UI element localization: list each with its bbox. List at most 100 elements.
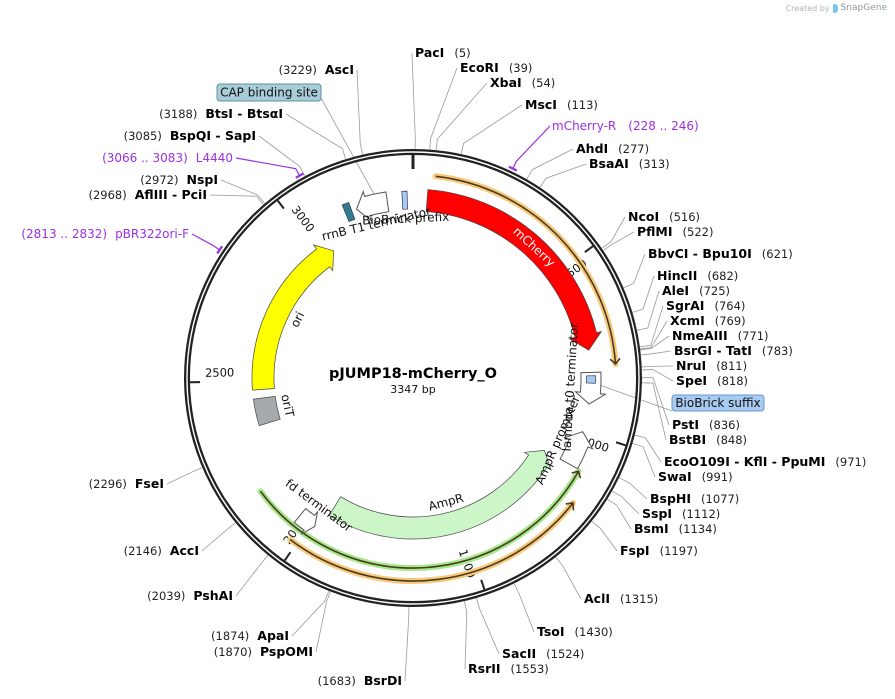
- enzyme-name: MscI: [525, 97, 557, 112]
- enzyme-site[interactable]: EcoO109I - KflI - PpuMI (971): [664, 454, 866, 469]
- enzyme-position: (39): [509, 61, 533, 75]
- box-label-text: BioBrick suffix: [675, 396, 760, 410]
- enzyme-site[interactable]: (2146) AccI: [124, 543, 199, 558]
- enzyme-site[interactable]: (3188) BtsI - BtsαI: [159, 106, 283, 121]
- enzyme-site[interactable]: (1874) ApaI: [211, 628, 289, 643]
- enzyme-site[interactable]: AleI (725): [662, 283, 730, 298]
- enzyme-site[interactable]: BspHI (1077): [650, 491, 739, 506]
- boxed-labels[interactable]: CAP binding site BioBrick suffix: [216, 83, 765, 412]
- enzyme-position: (1874): [211, 629, 249, 643]
- enzyme-site[interactable]: RsrII (1553): [468, 661, 549, 676]
- enzyme-site[interactable]: NruI (811): [676, 358, 747, 373]
- snapgene-logo-icon: [832, 3, 838, 13]
- credit-prefix: Created by: [785, 3, 830, 13]
- enzyme-site[interactable]: EcoRI (39): [460, 60, 532, 75]
- leader-line: [555, 556, 582, 600]
- feature-ori[interactable]: [251, 244, 334, 391]
- enzyme-site[interactable]: XcmI (769): [670, 313, 746, 328]
- enzyme-position: (522): [683, 225, 714, 239]
- primer-pbr322ori-f[interactable]: (2813 .. 2832) pBR322ori-F: [21, 227, 189, 241]
- feature-mcherry[interactable]: [425, 189, 603, 351]
- leader-line: [634, 434, 662, 463]
- leader-line: [258, 135, 306, 177]
- tick-mark: [615, 441, 626, 447]
- enzyme-site[interactable]: PstI (836): [672, 417, 740, 432]
- primer-labels[interactable]: mCherry-R (228 .. 246) (3066 .. 3083) L4440…: [21, 119, 699, 255]
- snapgene-credit[interactable]: Created by SnapGene: [786, 3, 887, 13]
- enzyme-site[interactable]: NmeAIII (771): [672, 328, 769, 343]
- leader-line: [526, 148, 574, 180]
- enzyme-site[interactable]: SacII (1524): [502, 646, 584, 661]
- primer-mcherry-r[interactable]: mCherry-R (228 .. 246): [552, 119, 699, 133]
- label-box[interactable]: [671, 394, 765, 412]
- enzyme-site[interactable]: (2039) PshAI: [147, 588, 233, 603]
- enzyme-position: (848): [716, 433, 747, 447]
- primer-leader: [191, 233, 220, 251]
- tick-mark: [283, 551, 292, 561]
- enzyme-name: BspHI: [650, 491, 691, 506]
- enzyme-name: FspI: [620, 543, 650, 558]
- enzyme-site[interactable]: BstBI (848): [669, 432, 747, 447]
- enzyme-site[interactable]: (2968) AflIII - PciI: [88, 187, 207, 202]
- enzyme-site[interactable]: PacI (5): [415, 45, 471, 60]
- enzyme-site[interactable]: (3229) AscI: [279, 62, 354, 77]
- enzyme-name: FseI: [135, 476, 164, 491]
- leader-line: [166, 467, 203, 485]
- enzyme-site[interactable]: SpeI (818): [676, 373, 748, 388]
- enzyme-name: AccI: [170, 543, 199, 558]
- enzyme-position: (113): [567, 98, 598, 112]
- enzyme-name: AscI: [325, 62, 354, 77]
- credit-brand: SnapGene: [840, 3, 887, 13]
- enzyme-site[interactable]: (1870) PspOMI: [214, 644, 313, 659]
- enzyme-position: (783): [762, 344, 793, 358]
- enzyme-name: SacII: [502, 646, 536, 661]
- enzyme-site[interactable]: (2296) FseI: [89, 476, 164, 491]
- enzyme-name: BtsI - BtsαI: [205, 106, 283, 121]
- feature-biobrick-suffix[interactable]: [586, 375, 596, 384]
- feature-ampr[interactable]: [328, 450, 552, 540]
- plasmid-length: 3347 bp: [390, 383, 435, 396]
- feature-rrnb-t1-terminator[interactable]: [355, 189, 390, 222]
- enzyme-site[interactable]: XbaI (54): [490, 75, 555, 90]
- enzyme-site[interactable]: (2972) NspI: [140, 172, 218, 187]
- enzyme-site[interactable]: BsmI (1134): [634, 521, 717, 536]
- enzyme-name: ApaI: [257, 628, 289, 643]
- enzyme-site[interactable]: BsaAI (313): [589, 156, 670, 171]
- leader-line: [607, 498, 632, 530]
- enzyme-site[interactable]: AclI (1315): [584, 591, 658, 606]
- primer-l4440[interactable]: (3066 .. 3083) L4440: [102, 151, 233, 165]
- enzyme-site[interactable]: HincII (682): [657, 268, 738, 283]
- feature-rrnb-box[interactable]: [341, 201, 356, 223]
- enzyme-site[interactable]: BbvCI - Bpu10I (621): [648, 246, 793, 261]
- enzyme-site[interactable]: PflMI (522): [637, 224, 713, 239]
- enzyme-site[interactable]: SgrAI (764): [666, 298, 745, 313]
- leader-line: [601, 216, 626, 249]
- enzyme-site[interactable]: FspI (1197): [620, 543, 698, 558]
- feature-lambda-t0-terminator[interactable]: [573, 371, 607, 405]
- feature-arcs[interactable]: [251, 189, 607, 540]
- label-box[interactable]: [216, 83, 322, 102]
- enzyme-position: (1197): [660, 544, 698, 558]
- feature-fd-terminator[interactable]: [293, 507, 319, 535]
- enzyme-site[interactable]: (1683) BsrDI: [318, 673, 402, 688]
- leader-line: [611, 490, 640, 515]
- enzyme-site[interactable]: (3085) BspQI - SapI: [124, 128, 256, 143]
- tick-mark: [480, 579, 486, 590]
- enzyme-labels[interactable]: PacI (5)EcoRI (39)XbaI (54) MscI (113) AhdI (27…: [88, 45, 866, 688]
- enzyme-site[interactable]: SwaI (991): [658, 469, 733, 484]
- enzyme-position: (3188): [159, 107, 197, 121]
- enzyme-site[interactable]: MscI (113): [525, 97, 598, 112]
- enzyme-site[interactable]: SspI (1112): [642, 506, 720, 521]
- enzyme-site[interactable]: TsoI (1430): [537, 624, 613, 639]
- enzyme-name: HincII: [657, 268, 697, 283]
- enzyme-name: BspQI - SapI: [170, 128, 256, 143]
- leader-line: [476, 597, 500, 655]
- enzyme-site[interactable]: BsrGI - TatI (783): [674, 343, 793, 358]
- feature-ampr-promoter[interactable]: [559, 431, 594, 470]
- leader-lines: [166, 52, 674, 682]
- enzyme-position: (836): [709, 418, 740, 432]
- feature-orit[interactable]: [253, 395, 281, 427]
- enzyme-site[interactable]: NcoI (516): [628, 209, 700, 224]
- enzyme-site[interactable]: AhdI (277): [576, 141, 649, 156]
- feature-biobrick-prefix[interactable]: [401, 190, 408, 210]
